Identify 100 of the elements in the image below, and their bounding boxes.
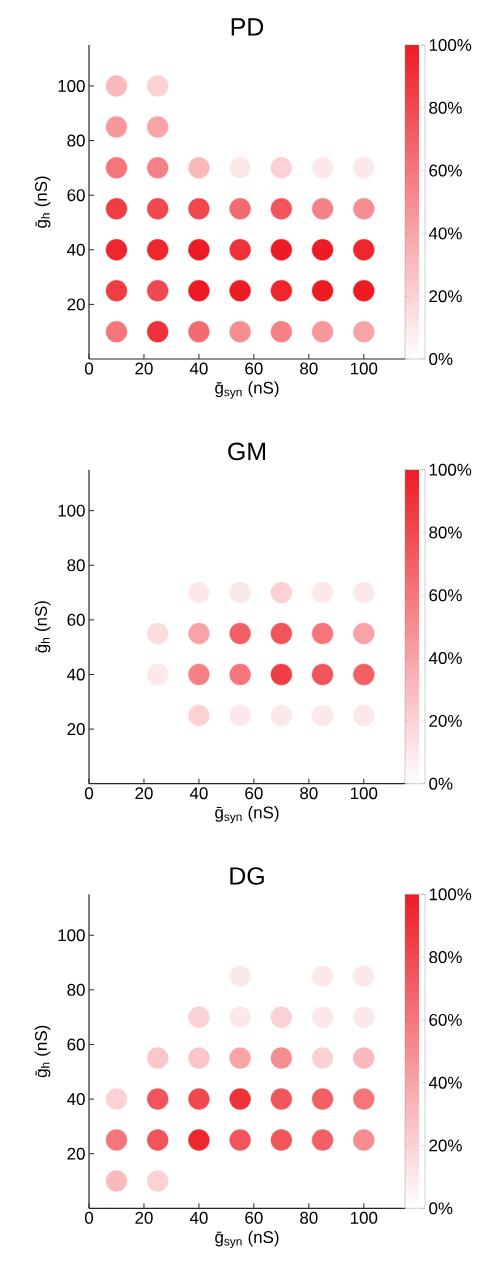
color-bar-label: 40% (428, 652, 462, 665)
x-axis-title: ḡ$_{syn}$ (nS) (215, 381, 279, 399)
point (353, 663, 375, 686)
point (147, 116, 169, 138)
y-tick-label: 100 (58, 929, 85, 942)
point (229, 1088, 251, 1110)
point (105, 1170, 128, 1192)
y-tick-label: 20 (67, 723, 85, 736)
point (188, 1006, 210, 1028)
point (229, 663, 251, 686)
point (147, 75, 169, 97)
point (188, 320, 210, 343)
point (311, 320, 334, 343)
color-bar-label: 100% (429, 38, 472, 51)
point (147, 1170, 169, 1192)
y-tick-label: 20 (67, 1147, 85, 1160)
x-tick-label: 80 (300, 1211, 318, 1224)
y-axis-title: ḡ$_{h}$ (nS) (34, 176, 51, 228)
point (229, 320, 251, 343)
point (353, 1047, 375, 1069)
x-tick-label: 0 (84, 362, 94, 375)
color-bar-label: 0% (429, 777, 453, 790)
point (311, 1129, 334, 1151)
point (311, 622, 334, 645)
point (229, 1006, 251, 1028)
x-tick-label: 100 (350, 1211, 378, 1224)
point (105, 1129, 128, 1151)
x-tick-label: 100 (350, 787, 378, 800)
color-bar-label: 0% (429, 1202, 453, 1215)
point (270, 622, 293, 645)
color-bar-label: 100% (429, 463, 472, 476)
point (188, 704, 210, 727)
y-tick-label: 100 (58, 79, 85, 92)
point (353, 239, 375, 261)
color-bar-label: 20% (429, 714, 462, 727)
point (229, 1129, 251, 1151)
point (311, 1047, 334, 1069)
point (105, 157, 128, 179)
x-tick-label: 0 (84, 1211, 94, 1224)
point (147, 157, 169, 179)
point (147, 280, 169, 302)
y-tick-label: 40 (67, 668, 85, 681)
color-bar-label: 80% (429, 951, 462, 964)
point (270, 320, 293, 343)
x-tick-label: 40 (189, 787, 208, 800)
point (270, 198, 293, 220)
color-bar-label: 20% (429, 290, 462, 303)
point (147, 239, 169, 261)
color-bar-label: 60% (429, 164, 462, 177)
x-tick-label: 0 (84, 787, 94, 800)
y-tick-label: 60 (67, 613, 85, 626)
point (188, 1088, 210, 1110)
y-tick-label: 60 (67, 1038, 85, 1051)
point (105, 116, 128, 138)
x-axis-title: ḡ$_{syn}$ (nS) (215, 806, 279, 824)
point (311, 280, 334, 302)
color-bar-label: 20% (429, 1139, 462, 1152)
point (311, 239, 334, 261)
x-tick-label: 80 (300, 787, 318, 800)
point (147, 1047, 169, 1069)
x-tick-label: 60 (245, 787, 263, 800)
x-tick-label: 20 (135, 362, 153, 375)
point (353, 622, 375, 645)
x-tick-label: 40 (189, 1211, 208, 1224)
point (105, 280, 128, 302)
point (188, 239, 210, 261)
point (147, 622, 169, 645)
point (270, 1006, 293, 1028)
x-tick-label: 20 (135, 1211, 153, 1224)
chart-title: PD (231, 18, 264, 36)
point (229, 1047, 251, 1069)
point (353, 1129, 375, 1151)
point (229, 239, 251, 261)
point (270, 1088, 293, 1110)
point (147, 1129, 169, 1151)
point (147, 1088, 169, 1110)
point (353, 1006, 375, 1028)
point (105, 1088, 128, 1110)
point (270, 663, 293, 686)
point (229, 198, 251, 220)
point (105, 320, 128, 343)
point (270, 239, 293, 261)
y-axis-title: ḡ$_{h}$ (nS) (34, 1025, 51, 1078)
point (270, 1129, 293, 1151)
x-tick-label: 60 (245, 362, 263, 375)
point (311, 1088, 334, 1110)
chart-title: DG (230, 867, 264, 885)
y-tick-label: 20 (67, 298, 85, 311)
chart-title: GM (228, 442, 266, 461)
point (229, 280, 251, 302)
point (105, 198, 128, 220)
color-bar-label: 40% (428, 227, 462, 240)
x-tick-label: 80 (300, 362, 318, 375)
x-axis-title: ḡ$_{syn}$ (nS) (215, 1230, 279, 1248)
point (353, 198, 375, 220)
y-tick-label: 80 (67, 559, 85, 572)
y-tick-label: 100 (58, 504, 85, 517)
y-tick-label: 60 (67, 189, 85, 202)
point (105, 75, 128, 97)
color-bar-label: 100% (429, 888, 472, 901)
